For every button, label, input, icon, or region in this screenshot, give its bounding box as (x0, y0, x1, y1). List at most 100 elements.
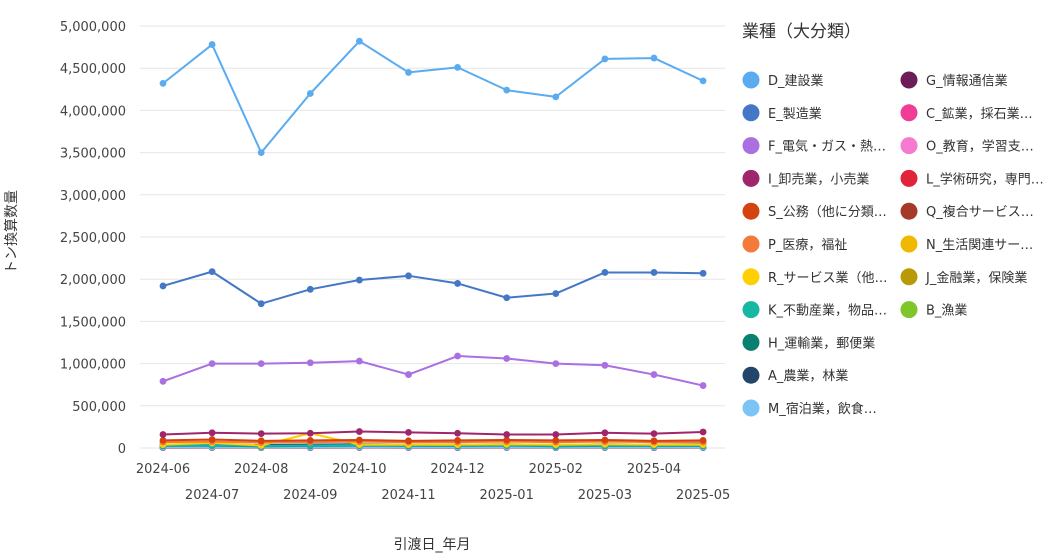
data-point[interactable] (503, 86, 511, 94)
y-tick-label: 0 (118, 442, 126, 457)
legend-item[interactable]: Q_複合サービス… (900, 202, 1034, 221)
legend-item[interactable]: S_公務（他に分類… (742, 202, 887, 221)
legend-item[interactable]: O_教育，学習支… (900, 137, 1034, 155)
data-point[interactable] (257, 360, 265, 367)
legend-label: E_製造業 (768, 106, 822, 122)
data-point[interactable] (306, 437, 314, 444)
legend-item[interactable]: H_運輸業，郵便業 (742, 333, 876, 352)
data-point[interactable] (257, 430, 265, 438)
series (159, 352, 707, 389)
data-point[interactable] (699, 382, 707, 389)
legend-item[interactable]: F_電気・ガス・熱… (742, 137, 886, 155)
data-point[interactable] (356, 276, 363, 284)
legend-item[interactable]: I_卸売業，小売業 (742, 169, 870, 188)
y-axis-title: トン換算数量 (4, 190, 20, 274)
data-point[interactable] (306, 90, 314, 97)
data-point[interactable] (552, 437, 560, 444)
data-point[interactable] (454, 352, 461, 360)
y-axis: 0 500,000 1,000,000 1,500,000 2,000,000 2,500… (60, 20, 126, 457)
series (159, 428, 707, 438)
data-point[interactable] (306, 285, 314, 293)
legend-item[interactable]: G_情報通信業 (900, 71, 1008, 90)
data-point[interactable] (503, 436, 511, 444)
legend-swatch (742, 104, 760, 122)
data-point[interactable] (405, 437, 412, 445)
data-point[interactable] (159, 79, 167, 87)
legend-swatch (742, 71, 760, 89)
data-point[interactable] (699, 428, 707, 436)
x-tick-label: 2024-08 (234, 462, 288, 477)
data-point[interactable] (208, 41, 216, 48)
legend-item[interactable]: J_金融業，保険業 (900, 268, 1028, 286)
data-point[interactable] (356, 428, 363, 435)
data-point[interactable] (208, 360, 216, 367)
legend-item[interactable]: P_医療，福祉 (742, 235, 848, 254)
y-tick-label: 1,500,000 (60, 315, 126, 330)
legend-item[interactable]: D_建設業 (742, 71, 824, 90)
data-point[interactable] (552, 290, 560, 297)
data-point[interactable] (650, 430, 658, 438)
data-point[interactable] (405, 69, 412, 76)
data-point[interactable] (650, 269, 658, 276)
data-point[interactable] (405, 371, 412, 378)
x-tick-label: 2025-03 (578, 488, 632, 503)
data-point[interactable] (257, 149, 265, 157)
legend-item[interactable]: K_不動産業，物品… (742, 301, 888, 319)
legend-label: S_公務（他に分類… (768, 205, 887, 220)
data-point[interactable] (601, 269, 609, 276)
data-point[interactable] (552, 360, 560, 367)
legend-item[interactable]: A_農業，林業 (742, 366, 849, 385)
data-point[interactable] (454, 63, 461, 71)
data-point[interactable] (159, 437, 167, 444)
data-point[interactable] (257, 300, 265, 308)
data-point[interactable] (356, 436, 363, 444)
data-point[interactable] (503, 294, 511, 302)
data-point[interactable] (503, 355, 511, 362)
legend-item[interactable]: R_サービス業（他… (742, 268, 888, 286)
x-tick-label: 2024-09 (283, 488, 337, 503)
legend-item[interactable]: N_生活関連サー… (900, 235, 1034, 254)
legend-swatch (900, 137, 918, 155)
data-point[interactable] (601, 55, 609, 63)
data-point[interactable] (159, 377, 167, 385)
legend-swatch (900, 268, 918, 286)
legend-item[interactable]: B_漁業 (900, 301, 968, 319)
data-point[interactable] (650, 437, 658, 445)
data-point[interactable] (159, 282, 167, 290)
data-point[interactable] (454, 437, 461, 444)
legend-swatch (900, 301, 918, 319)
data-point[interactable] (699, 269, 707, 277)
data-point[interactable] (601, 429, 609, 437)
data-point[interactable] (601, 436, 609, 444)
legend-label: J_金融業，保険業 (925, 270, 1027, 286)
legend-swatch (900, 104, 918, 122)
data-point[interactable] (405, 428, 412, 436)
data-point[interactable] (552, 431, 560, 438)
data-point[interactable] (503, 431, 511, 438)
y-tick-label: 1,000,000 (60, 358, 126, 373)
legend-swatch (900, 235, 918, 253)
data-point[interactable] (699, 437, 707, 444)
series (159, 436, 707, 445)
legend-item[interactable]: L_学術研究，専門… (900, 169, 1044, 188)
data-point[interactable] (699, 77, 707, 85)
data-point[interactable] (356, 357, 363, 365)
data-point[interactable] (257, 437, 265, 445)
legend-item[interactable]: C_鉱業，採石業… (900, 104, 1033, 122)
legend-item[interactable]: M_宿泊業，飲食… (742, 399, 877, 418)
data-point[interactable] (356, 37, 363, 45)
data-point[interactable] (208, 429, 216, 437)
data-point[interactable] (454, 280, 461, 287)
data-point[interactable] (208, 268, 216, 276)
data-point[interactable] (650, 54, 658, 62)
data-point[interactable] (405, 272, 412, 280)
data-point[interactable] (650, 371, 658, 378)
data-point[interactable] (159, 431, 167, 438)
data-point[interactable] (208, 436, 216, 443)
data-point[interactable] (454, 429, 461, 437)
data-point[interactable] (552, 93, 560, 101)
data-point[interactable] (306, 359, 314, 367)
data-point[interactable] (601, 361, 609, 369)
legend-item[interactable]: E_製造業 (742, 104, 822, 122)
data-point[interactable] (306, 429, 314, 437)
